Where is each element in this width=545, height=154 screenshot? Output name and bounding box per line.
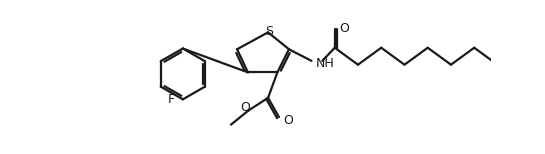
Text: F: F bbox=[168, 93, 175, 106]
Text: O: O bbox=[340, 22, 349, 35]
Text: O: O bbox=[241, 101, 251, 113]
Text: O: O bbox=[283, 114, 293, 127]
Text: S: S bbox=[265, 25, 273, 38]
Text: NH: NH bbox=[316, 57, 335, 70]
